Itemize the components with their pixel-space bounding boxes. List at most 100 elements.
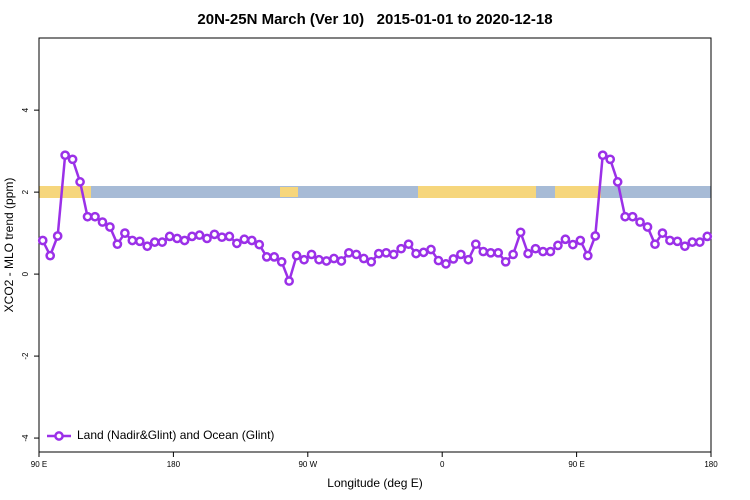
data-point [418, 247, 429, 258]
y-tick-label: 2 [21, 189, 30, 194]
x-tick-label: 90 E [568, 460, 584, 469]
data-point [75, 177, 85, 187]
data-point [538, 246, 548, 257]
plot-frame [38, 37, 712, 453]
data-point [299, 254, 309, 265]
data-point [463, 254, 474, 265]
chart-title: 20N-25N March (Ver 10) 2015-01-01 to 202… [197, 11, 552, 28]
data-point [650, 239, 660, 250]
data-point [105, 222, 115, 232]
data-point [358, 253, 369, 264]
data-point [269, 252, 280, 262]
data-point [306, 249, 317, 260]
data-point [314, 254, 324, 265]
data-point [478, 246, 489, 257]
data-point [209, 229, 220, 240]
data-point [448, 254, 459, 264]
data-point [239, 234, 250, 245]
legend-label: Land (Nadir&Glint) and Ocean (Glint) [77, 428, 274, 442]
data-point [605, 154, 616, 165]
data-point [694, 237, 705, 247]
data-point [456, 249, 466, 260]
data-point [530, 243, 541, 254]
data-point [500, 256, 511, 267]
data-point [388, 249, 399, 260]
data-point [396, 243, 406, 254]
data-point [187, 231, 197, 242]
x-axis-label: Longitude (deg E) [327, 476, 422, 490]
data-point [179, 235, 190, 246]
data-point [67, 154, 78, 165]
data-point [612, 177, 623, 187]
data-point [164, 231, 175, 242]
data-point [366, 256, 377, 267]
data-point [553, 240, 563, 251]
data-point [545, 246, 556, 257]
x-tick-label: 90 W [298, 460, 317, 469]
map-strip [39, 186, 711, 198]
data-point [276, 256, 287, 267]
data-point [284, 276, 294, 286]
data-point [493, 247, 504, 258]
data-point [60, 150, 70, 161]
data-point [373, 248, 384, 259]
data-point [97, 217, 108, 227]
data-point [142, 241, 153, 252]
data-point [351, 249, 362, 260]
data-point [120, 228, 130, 238]
data-point [680, 241, 690, 252]
data-point [433, 255, 444, 266]
data-point [672, 236, 683, 247]
x-tick-label: 0 [440, 460, 445, 469]
data-point [470, 239, 481, 250]
data-point [321, 256, 332, 266]
legend-marker [54, 431, 64, 441]
data-point [560, 234, 571, 245]
data-point [37, 235, 48, 246]
x-tick-label: 90 E [31, 460, 47, 469]
data-point [202, 233, 212, 244]
data-point [329, 253, 339, 264]
y-axis-label: XCO2 - MLO trend (ppm) [2, 178, 16, 313]
data-point [90, 211, 100, 222]
data-point [582, 250, 593, 261]
data-point [642, 222, 653, 232]
data-point [157, 237, 168, 247]
y-tick-label: -4 [21, 434, 30, 442]
x-tick-label: 180 [167, 460, 181, 469]
data-point [665, 235, 675, 246]
data-point [590, 231, 601, 241]
data-point [523, 248, 533, 259]
data-point [134, 236, 145, 247]
data-point [217, 232, 227, 243]
data-point [627, 211, 638, 222]
data-point [127, 235, 138, 246]
data-point [568, 239, 578, 250]
data-point [441, 259, 451, 269]
y-tick-label: 0 [21, 271, 30, 276]
data-point [291, 250, 302, 261]
data-point [172, 233, 182, 244]
data-point [52, 231, 63, 241]
data-point [620, 211, 630, 222]
data-point [635, 217, 645, 227]
data-point [702, 231, 713, 242]
data-point [687, 237, 698, 247]
data-point [82, 211, 93, 222]
data-point [403, 239, 414, 250]
data-point [246, 235, 257, 246]
data-point [45, 250, 56, 261]
data-point [149, 237, 160, 247]
data-point [575, 235, 586, 246]
data-point [381, 247, 392, 258]
data-point [112, 239, 123, 250]
data-point [485, 247, 496, 258]
data-point [597, 150, 608, 161]
data-point [657, 228, 668, 238]
data-point [336, 256, 347, 266]
data-point [224, 231, 235, 242]
data-point [194, 230, 205, 241]
data-point [261, 252, 272, 262]
data-point [344, 247, 354, 258]
